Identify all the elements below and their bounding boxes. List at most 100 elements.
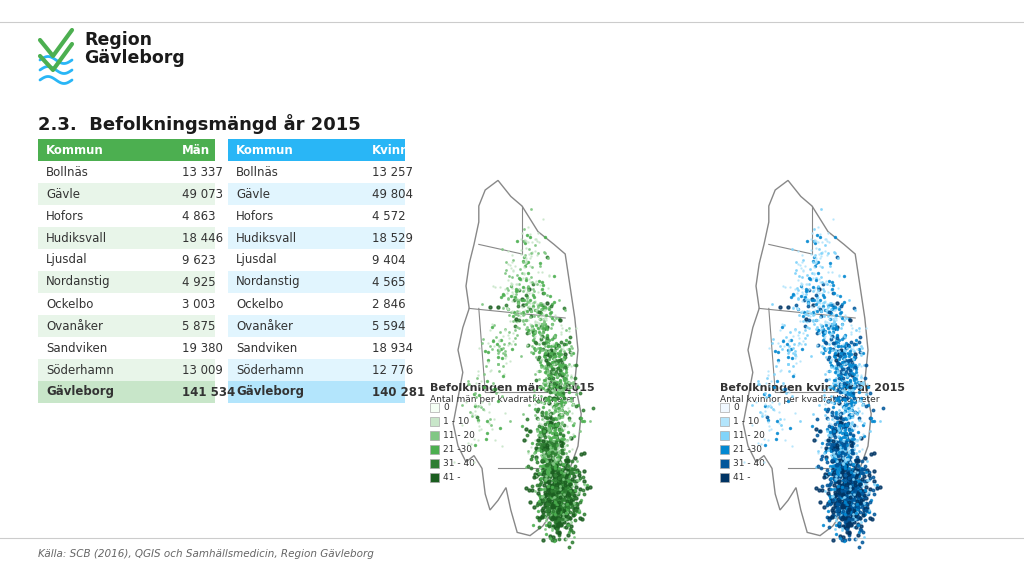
Text: Sandviken: Sandviken [46,342,108,354]
Text: 41 -: 41 - [443,473,461,482]
FancyBboxPatch shape [228,359,406,381]
Text: 0: 0 [733,403,738,412]
FancyBboxPatch shape [430,445,439,454]
Text: 4 925: 4 925 [182,275,216,289]
Text: Hudiksvall: Hudiksvall [46,232,108,244]
Text: Hofors: Hofors [236,210,274,222]
Text: Ljusdal: Ljusdal [236,253,278,267]
Text: 5 594: 5 594 [372,320,406,332]
Text: 13 009: 13 009 [182,363,223,377]
FancyBboxPatch shape [228,139,406,161]
FancyBboxPatch shape [430,417,439,426]
Text: 140 281: 140 281 [372,385,425,399]
Text: Bollnäs: Bollnäs [236,165,279,179]
FancyBboxPatch shape [720,473,729,482]
FancyBboxPatch shape [38,139,215,161]
Text: Gävle: Gävle [46,188,80,200]
FancyBboxPatch shape [720,431,729,440]
Text: 2 846: 2 846 [372,297,406,310]
Text: Gävleborg: Gävleborg [84,49,184,67]
Text: 9 623: 9 623 [182,253,216,267]
Text: Kommun: Kommun [46,143,103,157]
FancyBboxPatch shape [38,249,215,271]
Text: 1 - 10: 1 - 10 [443,417,469,426]
Text: 19 380: 19 380 [182,342,223,354]
Text: Ljusdal: Ljusdal [46,253,88,267]
Text: 141 534: 141 534 [182,385,236,399]
Text: 21 -30: 21 -30 [733,445,762,454]
Text: 18 529: 18 529 [372,232,414,244]
Text: 5 875: 5 875 [182,320,216,332]
Text: 2.3.  Befolkningsmängd år 2015: 2.3. Befolkningsmängd år 2015 [38,114,360,134]
FancyBboxPatch shape [228,227,406,249]
FancyBboxPatch shape [720,459,729,468]
Text: Bollnäs: Bollnäs [46,165,89,179]
Text: 4 572: 4 572 [372,210,406,222]
Text: 4 565: 4 565 [372,275,406,289]
Text: Gävle: Gävle [236,188,270,200]
Text: Gävleborg: Gävleborg [46,385,114,399]
FancyBboxPatch shape [38,293,215,315]
Text: 18 446: 18 446 [182,232,223,244]
FancyBboxPatch shape [228,315,406,337]
Polygon shape [454,180,582,536]
Text: 31 - 40: 31 - 40 [443,459,475,468]
FancyBboxPatch shape [430,473,439,482]
Text: 13 257: 13 257 [372,165,414,179]
Text: 41 -: 41 - [733,473,751,482]
Text: 49 804: 49 804 [372,188,414,200]
Text: 13 337: 13 337 [182,165,223,179]
Text: Kvinnor: Kvinnor [372,143,424,157]
Text: Sandviken: Sandviken [236,342,297,354]
FancyBboxPatch shape [38,161,215,183]
FancyBboxPatch shape [228,249,406,271]
FancyBboxPatch shape [38,315,215,337]
Text: 21 -30: 21 -30 [443,445,472,454]
Text: Ockelbo: Ockelbo [236,297,284,310]
Text: Hudiksvall: Hudiksvall [236,232,297,244]
Text: 0: 0 [443,403,449,412]
FancyBboxPatch shape [228,271,406,293]
Text: 31 - 40: 31 - 40 [733,459,765,468]
Text: 49 073: 49 073 [182,188,223,200]
FancyBboxPatch shape [38,271,215,293]
Text: Kommun: Kommun [236,143,294,157]
Text: 4 863: 4 863 [182,210,216,222]
FancyBboxPatch shape [228,337,406,359]
Text: Befolkningen kvinnor år 2015: Befolkningen kvinnor år 2015 [720,381,905,393]
Text: Befolkningen män år 2015: Befolkningen män år 2015 [430,381,595,393]
FancyBboxPatch shape [720,403,729,412]
FancyBboxPatch shape [228,161,406,183]
Text: Gävleborg: Gävleborg [236,385,304,399]
Polygon shape [743,180,871,536]
FancyBboxPatch shape [228,205,406,227]
Text: Region: Region [84,31,152,49]
FancyBboxPatch shape [430,403,439,412]
FancyBboxPatch shape [228,183,406,205]
Text: Ovanåker: Ovanåker [46,320,103,332]
Text: Ovanåker: Ovanåker [236,320,293,332]
Text: 12 776: 12 776 [372,363,414,377]
Text: 11 - 20: 11 - 20 [443,431,475,440]
FancyBboxPatch shape [228,381,406,403]
Text: 1 - 10: 1 - 10 [733,417,759,426]
Text: Antal kvinnor per kvadratkilometer: Antal kvinnor per kvadratkilometer [720,395,880,404]
FancyBboxPatch shape [228,293,406,315]
FancyBboxPatch shape [38,381,215,403]
Text: Nordanstig: Nordanstig [46,275,111,289]
Text: 18 934: 18 934 [372,342,414,354]
FancyBboxPatch shape [38,205,215,227]
Text: Hofors: Hofors [46,210,84,222]
FancyBboxPatch shape [38,183,215,205]
Text: Söderhamn: Söderhamn [236,363,304,377]
FancyBboxPatch shape [430,459,439,468]
Text: 9 404: 9 404 [372,253,406,267]
Text: 11 - 20: 11 - 20 [733,431,765,440]
Text: Antal män per kvadratkilometer: Antal män per kvadratkilometer [430,395,575,404]
Text: 3 003: 3 003 [182,297,215,310]
Text: Källa: SCB (2016), QGIS och Samhällsmedicin, Region Gävleborg: Källa: SCB (2016), QGIS och Samhällsmedi… [38,549,374,559]
Text: Söderhamn: Söderhamn [46,363,114,377]
Text: Ockelbo: Ockelbo [46,297,93,310]
FancyBboxPatch shape [720,445,729,454]
FancyBboxPatch shape [38,337,215,359]
